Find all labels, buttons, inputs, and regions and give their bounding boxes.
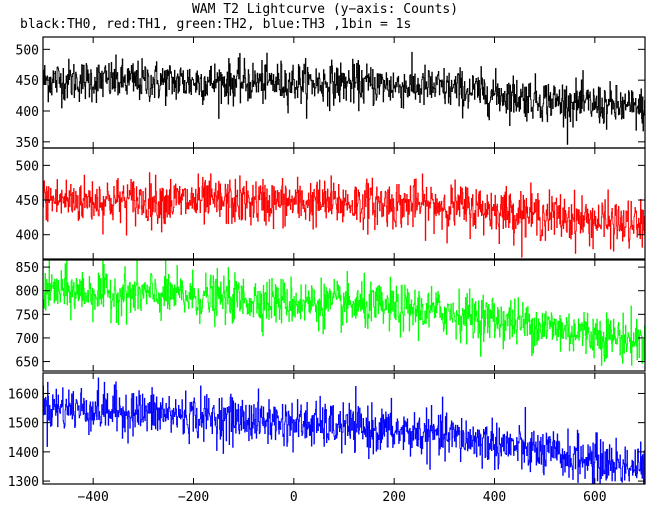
x-tick-label: 400	[483, 490, 506, 505]
x-tick-label: 200	[382, 490, 405, 505]
y-tick-label: 400	[16, 229, 39, 244]
x-tick-label: −200	[178, 490, 209, 505]
x-tick-label: 0	[290, 490, 298, 505]
y-tick-label: 450	[16, 194, 39, 209]
y-tick-label: 1400	[8, 446, 39, 461]
y-tick-label: 1600	[8, 387, 39, 402]
chart-subtitle: black:TH0, red:TH1, green:TH2, blue:TH3 …	[20, 17, 412, 32]
y-tick-label: 350	[16, 136, 39, 151]
y-tick-label: 700	[16, 332, 39, 347]
chart-title: WAM T2 Lightcurve (y−axis: Counts)	[191, 2, 459, 17]
y-tick-label: 750	[16, 308, 39, 323]
y-tick-label: 400	[16, 105, 39, 120]
y-tick-label: 500	[16, 159, 39, 174]
panel-frame-th3	[42, 372, 646, 485]
x-tick-label: 600	[583, 490, 606, 505]
y-tick-label: 850	[16, 261, 39, 276]
y-tick-label: 1300	[8, 475, 39, 490]
lightcurve-th3	[43, 377, 645, 484]
y-tick-label: 500	[16, 43, 39, 58]
panel-frame-th2	[42, 259, 646, 372]
lightcurve-th2	[43, 260, 645, 366]
y-tick-label: 450	[16, 74, 39, 89]
y-tick-label: 800	[16, 285, 39, 300]
x-tick-label: −400	[78, 490, 109, 505]
lightcurve-th0	[43, 51, 645, 145]
y-tick-label: 1500	[8, 417, 39, 432]
y-tick-label: 650	[16, 356, 39, 371]
lightcurve-th1	[43, 172, 645, 258]
panel-frame-th1	[42, 147, 646, 260]
